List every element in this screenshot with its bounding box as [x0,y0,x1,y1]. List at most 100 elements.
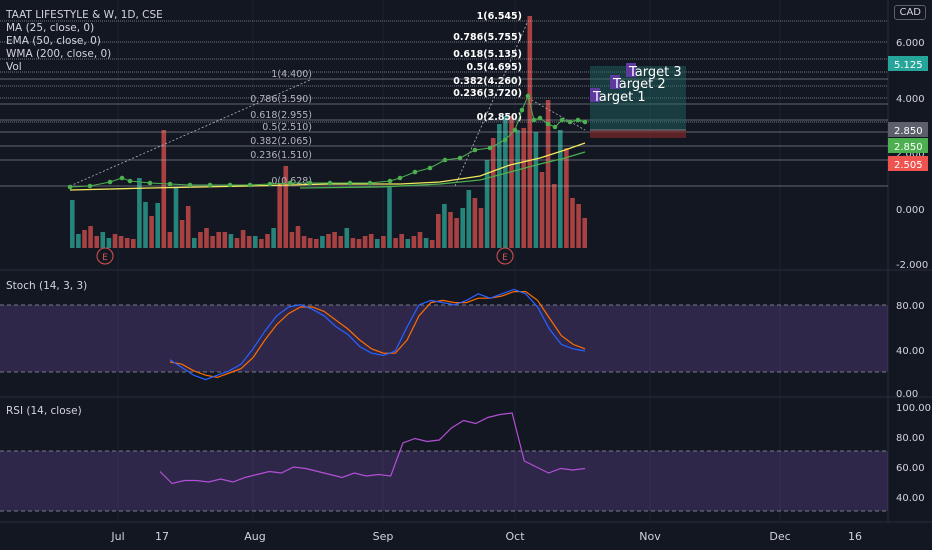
fib-level-label: 0.618(5.135) [453,49,522,60]
price-badge [888,156,928,171]
volume-bar [582,218,587,248]
price-tick-label: -2.000 [896,260,928,271]
earnings-label: E [102,253,108,263]
fib-level-label: 0.236(1.510) [250,150,312,161]
volume-bar [253,236,258,248]
symbol-title[interactable]: TAAT LIFESTYLE & W, 1D, CSE [6,9,163,21]
time-tick-label: Aug [244,530,265,543]
volume-bar [88,226,93,248]
price-badge-label: 2.505 [894,160,923,171]
stoch-tick-label: 80.00 [896,301,925,312]
rsi-tick-label: 40.00 [896,493,925,504]
main-legend: TAAT LIFESTYLE & W, 1D, CSE MA (25, clos… [6,9,163,74]
price-dot [512,127,518,133]
volume-bar [375,239,380,248]
price-dot [287,180,293,186]
price-dot [457,155,463,161]
price-badge [888,56,928,71]
volume-bar [234,238,240,248]
price-dot [119,175,125,181]
rsi-tick-label: 80.00 [896,433,925,444]
legend-vol[interactable]: Vol [6,61,22,73]
volume-bar [167,232,173,248]
volume-bar [82,230,87,248]
price-line [69,94,586,188]
fib-trend-line [69,79,311,187]
fib-level-label: 0.382(4.260) [453,76,522,87]
price-dot [327,180,333,186]
price-dot [127,178,133,184]
volume-bar [204,228,209,248]
volume-bar [198,232,203,248]
price-badge [888,138,928,153]
volume-bar [326,234,331,248]
time-tick-label: 17 [155,530,169,543]
fib-level-label: 0.5(4.695) [466,62,522,73]
price-dot [525,93,531,99]
target-marker [626,63,636,77]
volume-bar [393,238,398,248]
volume-bar [149,216,154,248]
price-badge-label: 5.125 [894,60,923,71]
price-dot [552,124,558,130]
price-dot [367,180,373,186]
price-dot [147,180,153,186]
volume-bar [277,184,282,248]
price-dot [487,145,493,151]
volume-bar [509,116,514,248]
volume-bar [118,236,124,248]
volume-bar [405,239,411,248]
volume-bar [448,212,453,248]
volume-bar [362,236,368,248]
volume-bar [515,130,520,248]
price-dot [537,115,543,121]
price-tick-label: 4.000 [896,94,925,105]
price-dot [247,182,253,188]
price-dot [559,117,565,123]
rsi-line [159,412,586,485]
volume-bar [173,188,179,248]
earnings-icon [96,247,114,265]
volume-bar [70,200,75,248]
volume-bar [332,232,337,248]
legend-ma[interactable]: MA (25, close, 0) [6,22,95,34]
target-label: Target 3 [628,65,682,80]
volume-bar [436,214,441,248]
volume-bar [454,218,459,248]
legend-wma[interactable]: WMA (200, close, 0) [6,48,112,60]
volume-bar [222,232,228,248]
earnings-icon [496,247,514,265]
volume-bar [271,228,276,248]
fib-level-label: 0.236(3.720) [453,88,522,99]
volume-bar [411,236,417,248]
volume-bar [460,208,465,248]
currency-button[interactable]: CAD [894,5,926,20]
volume-bar [94,236,99,248]
volume-bar [210,236,215,248]
volume-bar [344,228,350,248]
volume-bar [216,232,221,248]
ema-line [69,142,586,191]
time-tick-label: Sep [373,530,394,543]
target-marker [590,88,600,102]
volume-bar [442,204,447,248]
volume-bar [228,234,234,248]
volume-bar [314,239,319,248]
legend-ema[interactable]: EMA (50, close, 0) [6,35,101,47]
price-dot [575,117,581,123]
volume-bar [106,238,112,248]
stoch-band [0,305,888,372]
price-tick-label: 0.000 [896,205,925,216]
stoch-k-line [169,288,586,381]
volume-bar [423,238,429,248]
price-dot [67,184,73,190]
target-label: Target 2 [612,77,666,92]
volume-bar [124,238,130,248]
stoch-title[interactable]: Stoch (14, 3, 3) [6,280,88,292]
volume-bar [320,236,325,248]
fib-level-label: 0(2.850) [477,112,522,123]
volume-bar [490,138,496,248]
price-dot [207,182,213,188]
rsi-title[interactable]: RSI (14, close) [6,405,82,417]
